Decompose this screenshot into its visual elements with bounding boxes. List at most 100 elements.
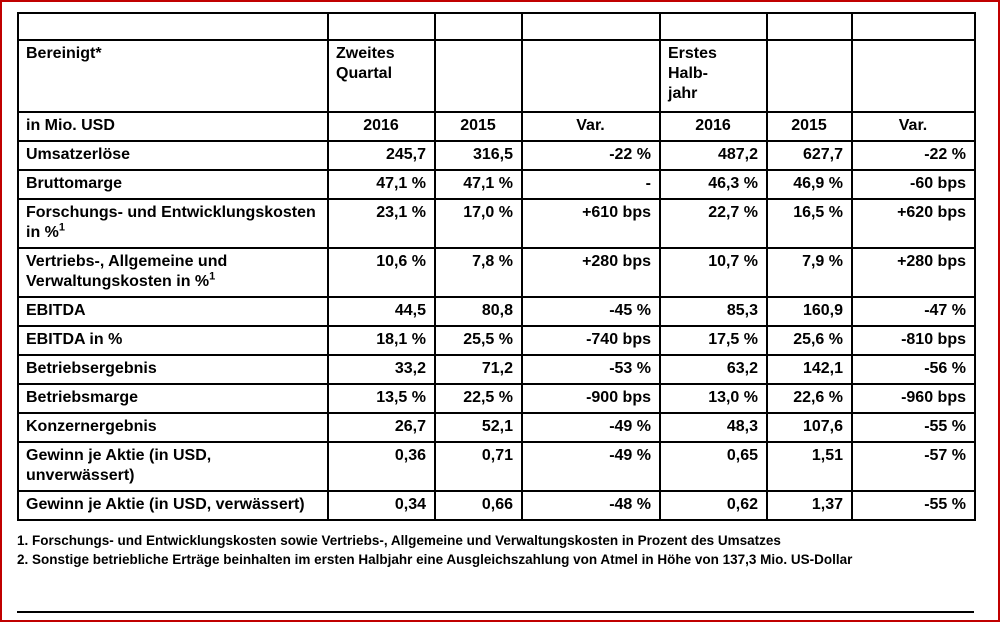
variance-cell: -57 % <box>851 441 976 492</box>
value-cell: 1,37 <box>766 490 853 521</box>
variance-cell: -48 % <box>521 490 661 521</box>
row-label: EBITDA <box>17 296 329 327</box>
row-label: Gewinn je Aktie (in USD, verwässert) <box>17 490 329 521</box>
value-cell: 23,1 % <box>327 198 436 249</box>
table-row-vertriebskosten: Vertriebs-, Allgemeine und Verwaltungsko… <box>17 247 976 298</box>
value-cell: 160,9 <box>766 296 853 327</box>
value-cell: 47,1 % <box>327 169 436 200</box>
variance-cell: -55 % <box>851 412 976 443</box>
value-cell: 18,1 % <box>327 325 436 356</box>
row-label: Betriebsmarge <box>17 383 329 414</box>
table-row-gewinn-je-aktie-unverwaessert: Gewinn je Aktie (in USD, unverwässert) 0… <box>17 441 976 492</box>
variance-cell: -60 bps <box>851 169 976 200</box>
value-cell: 0,66 <box>434 490 523 521</box>
value-cell: 1,51 <box>766 441 853 492</box>
value-cell: 0,34 <box>327 490 436 521</box>
footnote-marker: 1 <box>58 221 66 234</box>
value-cell: 26,7 <box>327 412 436 443</box>
variance-cell: -960 bps <box>851 383 976 414</box>
row-label: Konzernergebnis <box>17 412 329 443</box>
table-row-ebitda-prozent: EBITDA in % 18,1 % 25,5 % -740 bps 17,5 … <box>17 325 976 356</box>
value-cell: 80,8 <box>434 296 523 327</box>
empty-cell <box>17 12 329 41</box>
row-label: Betriebsergebnis <box>17 354 329 385</box>
empty-cell <box>851 39 976 113</box>
value-cell: 25,6 % <box>766 325 853 356</box>
group-header-row: Bereinigt* Zweites Quartal Erstes Halb- … <box>17 39 976 113</box>
value-cell: 13,0 % <box>659 383 768 414</box>
footnote-1: 1. Forschungs- und Entwicklungskosten so… <box>17 533 781 548</box>
variance-cell: -56 % <box>851 354 976 385</box>
value-cell: 46,3 % <box>659 169 768 200</box>
variance-cell: -45 % <box>521 296 661 327</box>
value-cell: 71,2 <box>434 354 523 385</box>
empty-cell <box>434 39 523 113</box>
variance-cell: -22 % <box>851 140 976 171</box>
column-header-row: in Mio. USD 2016 2015 Var. 2016 2015 Var… <box>17 111 976 142</box>
table-row-konzernergebnis: Konzernergebnis 26,7 52,1 -49 % 48,3 107… <box>17 412 976 443</box>
value-cell: 245,7 <box>327 140 436 171</box>
row-label: Vertriebs-, Allgemeine und Verwaltungsko… <box>17 247 329 298</box>
col-header-q2-2015: 2015 <box>434 111 523 142</box>
variance-cell: +280 bps <box>851 247 976 298</box>
variance-cell: +610 bps <box>521 198 661 249</box>
value-cell: 22,5 % <box>434 383 523 414</box>
value-cell: 33,2 <box>327 354 436 385</box>
variance-cell: -47 % <box>851 296 976 327</box>
variance-cell: -740 bps <box>521 325 661 356</box>
value-cell: 44,5 <box>327 296 436 327</box>
variance-cell: -810 bps <box>851 325 976 356</box>
value-cell: 7,8 % <box>434 247 523 298</box>
table-title: Bereinigt* <box>17 39 329 113</box>
variance-cell: -22 % <box>521 140 661 171</box>
value-cell: 0,36 <box>327 441 436 492</box>
value-cell: 52,1 <box>434 412 523 443</box>
value-cell: 22,7 % <box>659 198 768 249</box>
row-label: Umsatzerlöse <box>17 140 329 171</box>
empty-cell <box>766 12 853 41</box>
empty-cell <box>851 12 976 41</box>
col-header-h1-var: Var. <box>851 111 976 142</box>
value-cell: 107,6 <box>766 412 853 443</box>
empty-header-row <box>17 12 976 41</box>
empty-cell <box>521 39 661 113</box>
col-header-h1-2016: 2016 <box>659 111 768 142</box>
value-cell: 10,7 % <box>659 247 768 298</box>
table-row-fue-kosten: Forschungs- und Entwicklungskosten in %1… <box>17 198 976 249</box>
value-cell: 142,1 <box>766 354 853 385</box>
value-cell: 22,6 % <box>766 383 853 414</box>
empty-cell <box>521 12 661 41</box>
value-cell: 7,9 % <box>766 247 853 298</box>
value-cell: 17,5 % <box>659 325 768 356</box>
group-header-second-quarter: Zweites Quartal <box>327 39 436 113</box>
value-cell: 16,5 % <box>766 198 853 249</box>
value-cell: 10,6 % <box>327 247 436 298</box>
value-cell: 0,71 <box>434 441 523 492</box>
value-cell: 0,65 <box>659 441 768 492</box>
value-cell: 63,2 <box>659 354 768 385</box>
value-cell: 0,62 <box>659 490 768 521</box>
variance-cell: +280 bps <box>521 247 661 298</box>
footnotes: 1. Forschungs- und Entwicklungskosten so… <box>17 532 974 570</box>
variance-cell: -53 % <box>521 354 661 385</box>
empty-cell <box>434 12 523 41</box>
variance-cell: -49 % <box>521 412 661 443</box>
table-row-gewinn-je-aktie-verwaessert: Gewinn je Aktie (in USD, verwässert) 0,3… <box>17 490 976 521</box>
value-cell: 85,3 <box>659 296 768 327</box>
table-row-ebitda: EBITDA 44,5 80,8 -45 % 85,3 160,9 -47 % <box>17 296 976 327</box>
value-cell: 48,3 <box>659 412 768 443</box>
value-cell: 25,5 % <box>434 325 523 356</box>
group-header-first-half: Erstes Halb- jahr <box>659 39 768 113</box>
bottom-rule <box>17 611 974 613</box>
table-row-bruttomarge: Bruttomarge 47,1 % 47,1 % - 46,3 % 46,9 … <box>17 169 976 200</box>
row-label: Gewinn je Aktie (in USD, unverwässert) <box>17 441 329 492</box>
col-header-h1-2015: 2015 <box>766 111 853 142</box>
table-row-betriebsmarge: Betriebsmarge 13,5 % 22,5 % -900 bps 13,… <box>17 383 976 414</box>
variance-cell: +620 bps <box>851 198 976 249</box>
row-label: Forschungs- und Entwicklungskosten in %1 <box>17 198 329 249</box>
financial-results-table: Bereinigt* Zweites Quartal Erstes Halb- … <box>17 12 976 521</box>
empty-cell <box>766 39 853 113</box>
value-cell: 487,2 <box>659 140 768 171</box>
value-cell: 627,7 <box>766 140 853 171</box>
